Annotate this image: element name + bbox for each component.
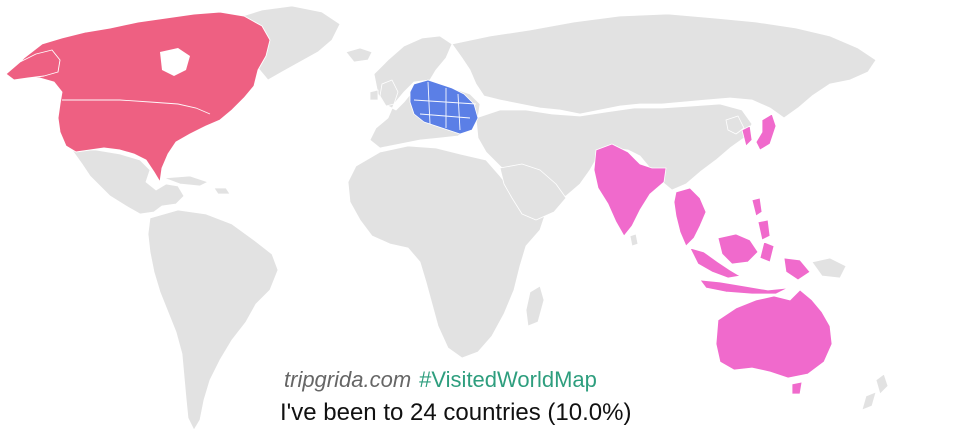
europe-visited (409, 79, 479, 135)
north-america-visited (7, 11, 271, 183)
indonesia-visited (689, 233, 811, 295)
japan-korea-visited (741, 113, 777, 151)
philippines-visited (751, 197, 771, 241)
visited-summary: I've been to 24 countries (10.0%) (280, 399, 632, 426)
us-canada-border (62, 99, 211, 115)
iceland (345, 47, 373, 63)
south-america (147, 209, 279, 431)
se-asia-visited (673, 187, 707, 247)
mexico-central-america (71, 149, 185, 215)
africa (347, 145, 547, 359)
india-visited (593, 143, 667, 237)
hashtag: #VisitedWorldMap (419, 367, 597, 392)
caption-attribution: tripgrida.com #VisitedWorldMap (284, 366, 597, 394)
arabian-peninsula (499, 163, 567, 221)
australia-visited (715, 289, 833, 379)
alaska-visited (5, 49, 61, 81)
hudson-bay (160, 48, 190, 76)
russia-north-asia (451, 13, 877, 119)
caribbean (163, 175, 231, 195)
site-name: tripgrida.com (284, 367, 412, 392)
europe-inner-borders (413, 81, 477, 131)
sri-lanka (629, 233, 639, 247)
new-zealand (861, 373, 889, 411)
tasmania-visited (791, 381, 803, 395)
madagascar (525, 285, 545, 327)
north-korea (725, 115, 745, 135)
papua-new-guinea (811, 257, 847, 279)
uk-ireland (369, 79, 399, 107)
